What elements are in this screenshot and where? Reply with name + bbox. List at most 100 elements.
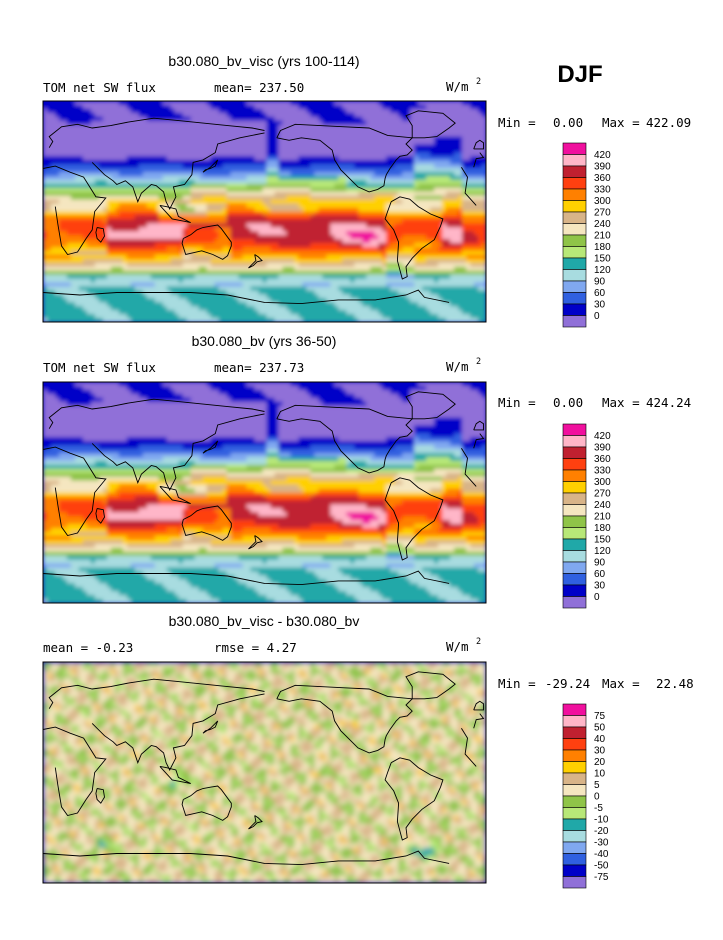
map-cell xyxy=(418,116,423,122)
map-cell xyxy=(278,247,284,252)
map-cell xyxy=(194,250,200,256)
map-cell xyxy=(370,124,375,130)
map-cell xyxy=(366,168,371,173)
map-cell xyxy=(230,108,236,114)
map-cell xyxy=(94,175,100,181)
map-cell xyxy=(78,152,84,157)
map-cell xyxy=(338,144,343,149)
map-cell xyxy=(218,266,224,272)
map-cell xyxy=(254,223,260,228)
map-cell xyxy=(470,160,475,165)
map-cell xyxy=(174,274,180,280)
map-cell xyxy=(406,148,411,153)
map-cell xyxy=(378,148,383,153)
map-cell xyxy=(266,156,272,161)
map-cell xyxy=(246,160,252,165)
map-cell xyxy=(182,148,188,153)
map-cell xyxy=(90,164,96,169)
map-cell xyxy=(238,254,244,260)
map-cell xyxy=(362,120,367,126)
map-cell xyxy=(474,124,479,130)
map-cell xyxy=(414,227,419,232)
map-cell xyxy=(326,247,331,252)
map-cell xyxy=(74,243,80,248)
map-cell xyxy=(418,215,423,220)
map-cell xyxy=(274,152,280,157)
map-cell xyxy=(66,274,72,280)
map-cell xyxy=(290,195,296,201)
map-cell xyxy=(190,219,196,224)
map-cell xyxy=(374,108,379,114)
map-cell xyxy=(254,227,260,232)
map-cell xyxy=(182,120,188,126)
map-cell xyxy=(142,195,148,201)
map-cell xyxy=(294,258,300,264)
map-cell xyxy=(334,211,339,217)
map-cell xyxy=(274,179,280,185)
map-cell xyxy=(74,136,80,142)
map-cell xyxy=(210,191,216,197)
map-cell xyxy=(174,239,180,244)
map-cell xyxy=(222,140,228,146)
map-cell xyxy=(242,239,248,244)
map-cell xyxy=(142,215,148,220)
map-cell xyxy=(74,223,80,228)
map-cell xyxy=(306,207,311,213)
map-cell xyxy=(238,258,244,264)
map-cell xyxy=(242,215,248,220)
map-cell xyxy=(146,168,152,173)
map-cell xyxy=(158,160,164,165)
map-cell xyxy=(62,262,68,268)
map-cell xyxy=(58,179,64,185)
map-cell xyxy=(318,187,323,193)
map-cell xyxy=(114,124,120,130)
map-cell xyxy=(450,164,455,169)
map-cell xyxy=(282,152,288,157)
map-cell xyxy=(43,144,48,149)
map-cell xyxy=(358,156,363,161)
map-cell xyxy=(154,231,160,236)
map-cell xyxy=(366,219,371,224)
map-cell xyxy=(298,104,304,110)
map-cell xyxy=(438,235,443,240)
map-cell xyxy=(142,101,148,106)
map-cell xyxy=(46,183,52,189)
map-cell xyxy=(214,243,220,248)
map-cell xyxy=(306,179,311,185)
map-cell xyxy=(298,140,304,146)
map-cell xyxy=(474,101,479,106)
map-cell xyxy=(170,262,176,268)
map-cell xyxy=(194,128,200,134)
map-cell xyxy=(434,247,439,252)
map-cell xyxy=(210,227,216,232)
map-cell xyxy=(282,183,288,189)
map-cell xyxy=(250,243,256,248)
map-cell xyxy=(342,207,347,213)
map-cell xyxy=(138,262,144,268)
map-cell xyxy=(346,101,351,106)
map-cell xyxy=(442,144,447,149)
map-cell xyxy=(74,144,80,149)
map-cell xyxy=(142,219,148,224)
map-cell xyxy=(182,132,188,138)
map-cell xyxy=(214,183,220,189)
map-cell xyxy=(130,175,136,181)
map-cell xyxy=(366,172,371,177)
map-cell xyxy=(178,266,184,272)
map-cell xyxy=(186,215,192,220)
map-cell xyxy=(54,183,60,189)
map-cell xyxy=(278,101,284,106)
map-cell xyxy=(130,164,136,169)
map-cell xyxy=(466,211,471,217)
map-cell xyxy=(150,120,156,126)
map-cell xyxy=(294,239,300,244)
map-cell xyxy=(362,239,367,244)
map-cell xyxy=(250,207,256,213)
map-cell xyxy=(98,199,104,205)
map-cell xyxy=(406,101,411,106)
map-cell xyxy=(474,187,479,193)
map-cell xyxy=(482,187,486,193)
map-cell xyxy=(118,140,124,146)
map-cell xyxy=(90,156,96,161)
map-cell xyxy=(70,144,76,149)
